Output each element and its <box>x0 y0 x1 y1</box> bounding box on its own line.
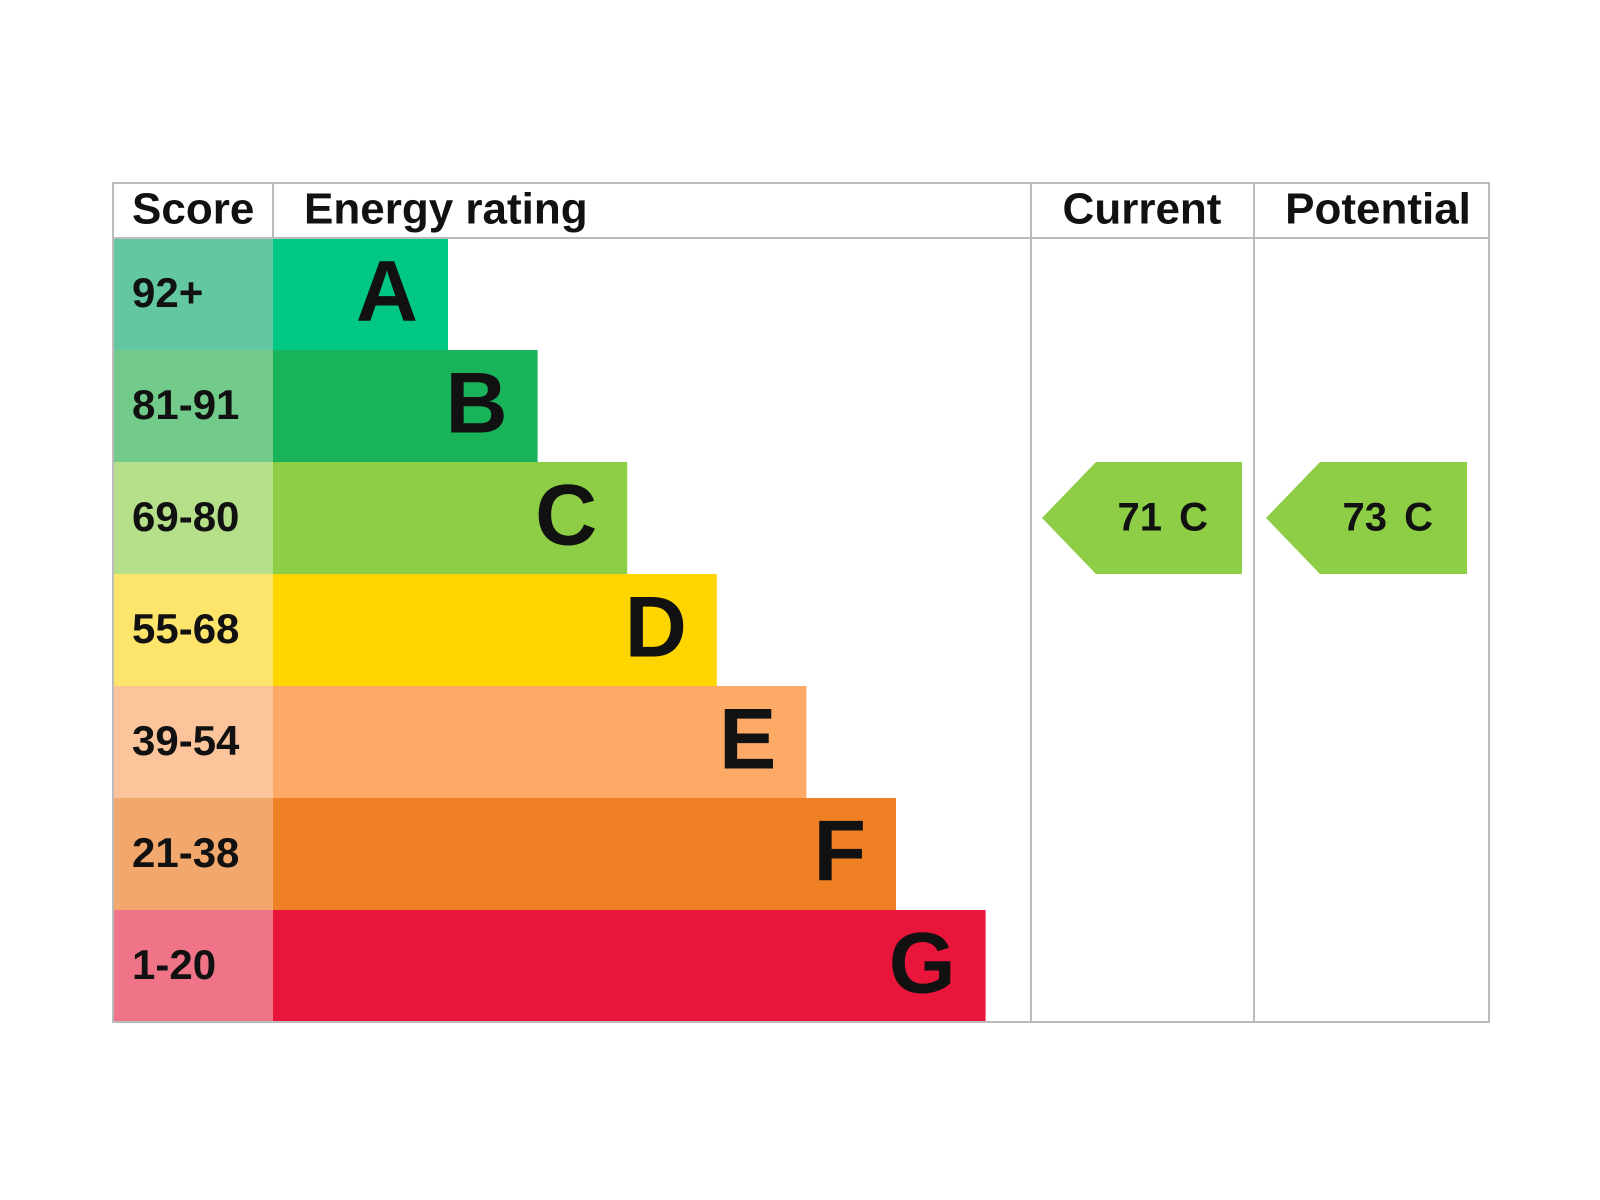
current-score: 71 <box>1118 496 1163 540</box>
header-score: Score <box>132 185 254 234</box>
rating-bar <box>273 910 986 1022</box>
rating-bar <box>273 462 628 574</box>
rating-letter: B <box>445 356 507 452</box>
header-potential: Potential <box>1285 185 1471 234</box>
score-range: 92+ <box>132 269 203 316</box>
header-current: Current <box>1063 185 1222 234</box>
score-range: 1-20 <box>132 941 216 988</box>
score-range: 39-54 <box>132 717 240 764</box>
score-cell <box>113 462 273 574</box>
current-rating: C <box>1179 496 1208 540</box>
rating-bar <box>273 238 448 350</box>
header-energy-rating: Energy rating <box>304 185 588 234</box>
score-cell <box>113 910 273 1022</box>
potential-rating: C <box>1404 496 1433 540</box>
rating-letter: F <box>813 804 866 900</box>
score-cell <box>113 238 273 350</box>
rating-letter: G <box>889 916 956 1012</box>
score-cell <box>113 574 273 686</box>
rating-letter: C <box>535 468 597 564</box>
rating-letter: A <box>356 244 418 340</box>
current-arrow <box>1042 462 1242 574</box>
score-range: 55-68 <box>132 605 239 652</box>
rating-letter: D <box>625 580 687 676</box>
rating-letter: E <box>719 692 776 788</box>
potential-arrow <box>1266 462 1467 574</box>
potential-score: 73 <box>1343 496 1388 540</box>
score-cell <box>113 350 273 462</box>
score-range: 81-91 <box>132 381 239 428</box>
score-range: 69-80 <box>132 493 239 540</box>
score-range: 21-38 <box>132 829 239 876</box>
rating-bar <box>273 686 807 798</box>
bands: 92+ A 81-91 B 69-80 C 55-68 D 39-54 E 21-38 F 1-20 G 7… <box>113 238 1467 1022</box>
table-border <box>112 182 1490 1023</box>
rating-bar <box>273 574 717 686</box>
rating-bar <box>273 798 896 910</box>
score-cell <box>113 798 273 910</box>
score-cell <box>113 686 273 798</box>
rating-bar <box>273 350 538 462</box>
